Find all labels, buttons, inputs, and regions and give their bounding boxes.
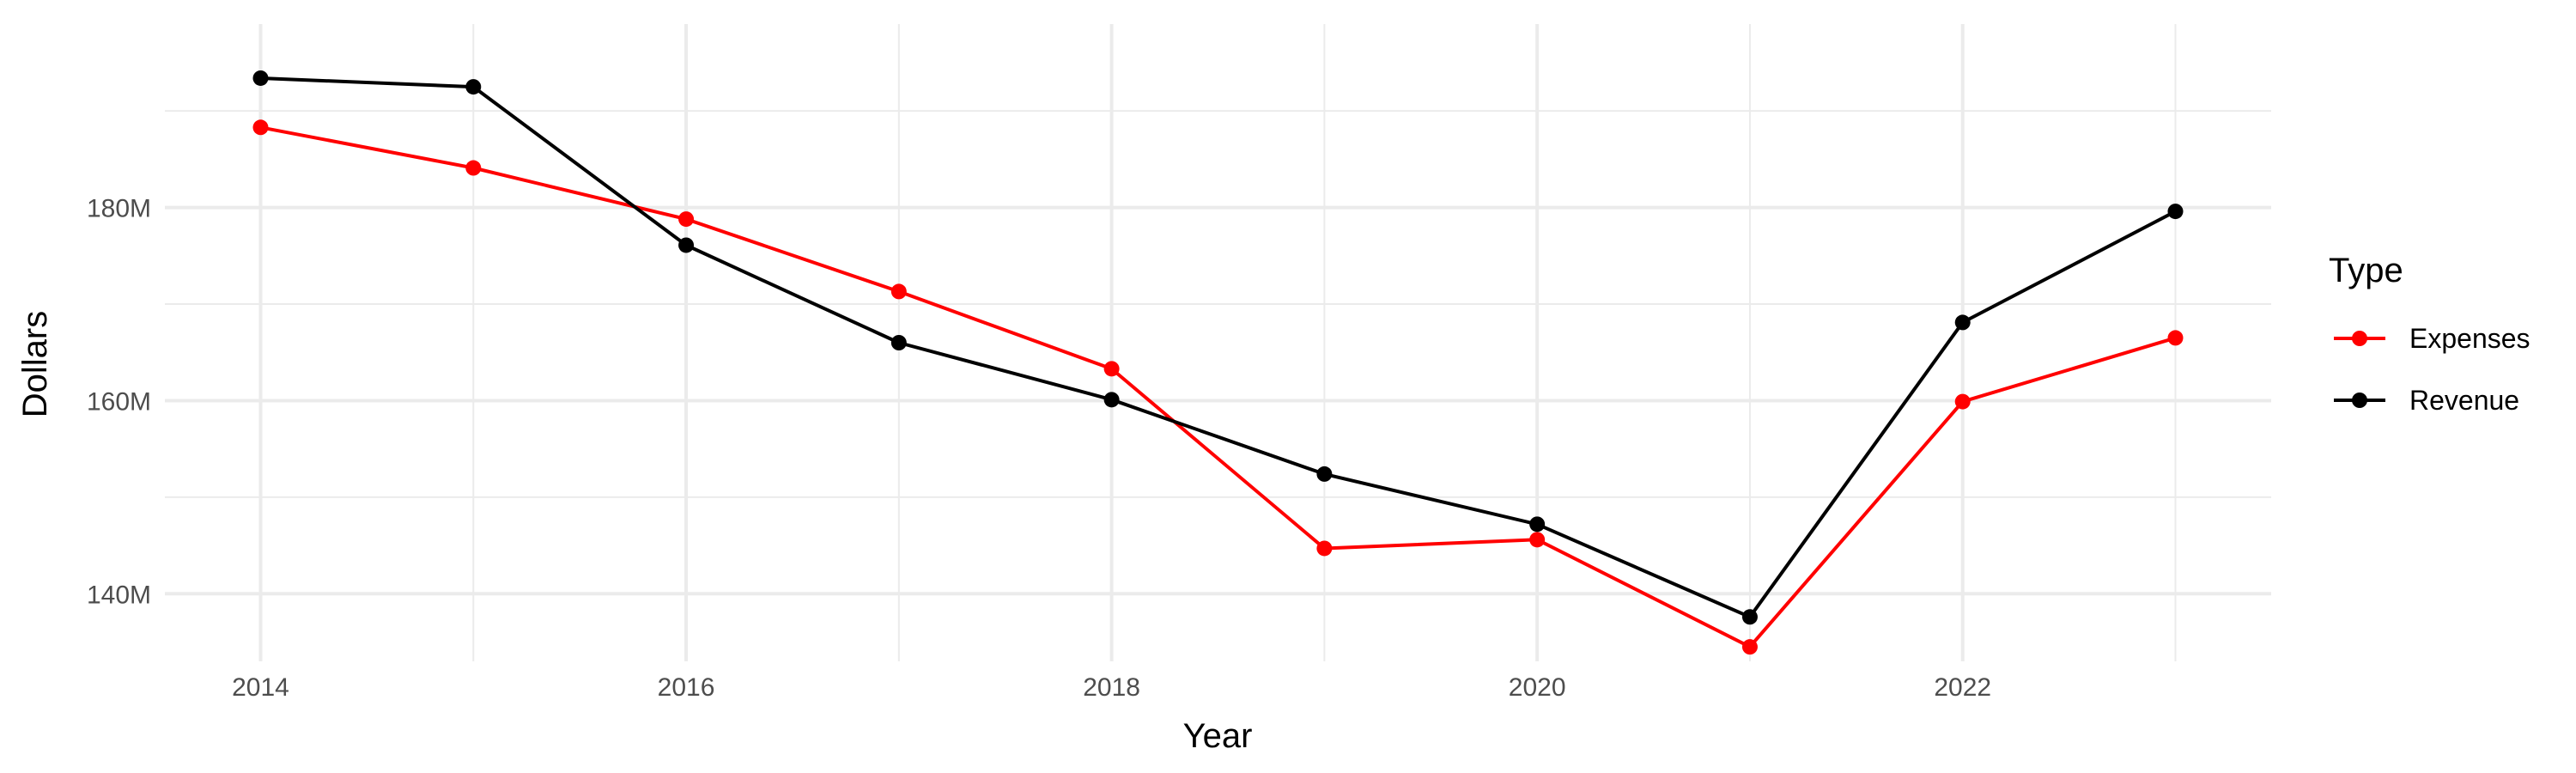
data-point-expenses bbox=[1954, 393, 1971, 410]
series-line-revenue bbox=[260, 76, 2177, 619]
series-revenue bbox=[252, 70, 2184, 625]
x-tick-label: 2022 bbox=[1934, 673, 1991, 702]
data-point-revenue bbox=[1954, 314, 1971, 331]
y-axis-title: Dollars bbox=[16, 311, 54, 417]
data-point-expenses bbox=[252, 119, 269, 136]
data-point-revenue bbox=[678, 237, 695, 253]
y-tick-label: 160M bbox=[87, 387, 151, 416]
data-point-revenue bbox=[1103, 392, 1120, 408]
data-point-revenue bbox=[1529, 516, 1546, 533]
data-point-revenue bbox=[465, 79, 482, 95]
legend-key-point bbox=[2352, 331, 2367, 346]
legend-items: Expenses Revenue bbox=[2334, 323, 2530, 416]
data-point-expenses bbox=[1529, 532, 1546, 548]
data-point-revenue bbox=[890, 335, 907, 350]
x-axis-title: Year bbox=[1183, 717, 1253, 755]
data-point-expenses bbox=[678, 211, 695, 228]
y-tick-label: 140M bbox=[87, 581, 151, 609]
legend: Type Expenses Revenue bbox=[2329, 252, 2530, 416]
legend-label: Expenses bbox=[2409, 323, 2530, 354]
y-axis-ticks: 140M 160M 180M bbox=[87, 195, 151, 610]
data-point-expenses bbox=[2167, 330, 2184, 346]
series-line-expenses bbox=[260, 125, 2177, 649]
x-tick-label: 2018 bbox=[1083, 673, 1140, 702]
data-point-expenses bbox=[1103, 361, 1120, 377]
x-tick-label: 2020 bbox=[1509, 673, 1566, 702]
legend-title: Type bbox=[2329, 252, 2403, 289]
x-tick-label: 2016 bbox=[658, 673, 715, 702]
legend-item-revenue: Revenue bbox=[2334, 385, 2519, 416]
data-point-expenses bbox=[1741, 639, 1758, 655]
data-point-revenue bbox=[2167, 204, 2184, 220]
legend-label: Revenue bbox=[2409, 385, 2519, 416]
grid bbox=[165, 24, 2271, 661]
legend-item-expenses: Expenses bbox=[2334, 323, 2530, 354]
data-point-revenue bbox=[1316, 466, 1333, 482]
y-tick-label: 180M bbox=[87, 195, 151, 223]
series-layer bbox=[252, 70, 2184, 655]
data-point-revenue bbox=[1741, 609, 1758, 625]
x-tick-label: 2014 bbox=[232, 673, 289, 702]
data-point-revenue bbox=[252, 70, 269, 86]
series-expenses bbox=[252, 119, 2184, 655]
legend-key-point bbox=[2352, 393, 2367, 408]
data-point-expenses bbox=[890, 283, 907, 300]
data-point-expenses bbox=[465, 160, 482, 176]
x-axis-ticks: 2014 2016 2018 2020 2022 bbox=[232, 673, 1991, 702]
data-point-expenses bbox=[1316, 540, 1333, 557]
